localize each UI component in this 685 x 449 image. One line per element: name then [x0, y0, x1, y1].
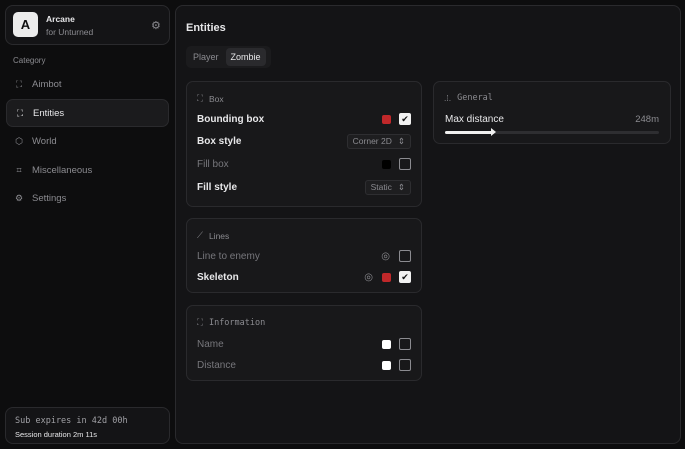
max-distance-label: Max distance: [445, 114, 504, 125]
crosshair-icon: ⛶: [15, 78, 23, 89]
name-row: Name: [197, 335, 411, 353]
max-distance-value: 248m: [635, 114, 659, 125]
gear-icon: ⚙: [14, 192, 24, 203]
line-icon: ⟋: [197, 230, 203, 240]
entity-tabs: Player Zombie: [186, 46, 271, 68]
subscription-card: Sub expires in 42d 00h Session duration …: [5, 407, 170, 444]
app-header-card: A Arcane for Unturned ⚙: [5, 5, 170, 45]
skeleton-checkbox[interactable]: ✔: [399, 271, 411, 283]
skeleton-color-swatch[interactable]: [382, 272, 391, 282]
box-style-label: Box style: [197, 135, 242, 147]
sidebar-item-settings[interactable]: ⚙ Settings: [6, 184, 169, 212]
sidebar-item-miscellaneous[interactable]: ⌗ Miscellaneous: [6, 156, 169, 184]
session-duration-text: Session duration 2m 11s: [15, 430, 97, 439]
line-to-enemy-checkbox[interactable]: [399, 250, 411, 262]
information-card: ⛶ Information Name Distance: [186, 305, 422, 381]
line-to-enemy-label: Line to enemy: [197, 250, 260, 262]
distance-checkbox[interactable]: [399, 359, 411, 371]
chevron-updown-icon: ⇕: [397, 135, 405, 146]
bounding-box-color-swatch[interactable]: [382, 114, 391, 124]
bounding-box-checkbox[interactable]: ✔: [399, 113, 411, 125]
app-logo: A: [13, 12, 38, 37]
fill-box-row: Fill box: [197, 155, 411, 173]
sidebar-item-label: Miscellaneous: [32, 164, 93, 176]
general-card-title: General: [457, 93, 493, 103]
skeleton-row: Skeleton ◎ ✔: [197, 268, 411, 286]
distance-label: Distance: [197, 359, 236, 371]
chevron-updown-icon: ⇕: [397, 181, 405, 192]
target-icon[interactable]: ◎: [364, 271, 373, 283]
distance-color-swatch[interactable]: [382, 360, 391, 370]
name-color-swatch[interactable]: [382, 339, 391, 349]
tab-zombie[interactable]: Zombie: [225, 48, 266, 66]
bounding-box-label: Bounding box: [197, 113, 265, 125]
information-card-title: Information: [208, 317, 266, 328]
information-icon: ⛶: [197, 317, 203, 327]
sidebar-item-label: World: [32, 135, 57, 147]
slider-fill: [445, 131, 495, 134]
tab-player[interactable]: Player: [193, 52, 219, 62]
general-icon: .⁞.: [444, 93, 452, 103]
skeleton-label: Skeleton: [197, 271, 239, 283]
fill-style-row: Fill style Static ⇕: [197, 178, 411, 196]
max-distance-slider[interactable]: [445, 128, 659, 136]
sidebar-item-entities[interactable]: ⛶ Entities: [6, 99, 169, 127]
main-panel: Entities Player Zombie ⛶ Box Bounding box…: [175, 5, 681, 444]
distance-row: Distance: [197, 356, 411, 374]
sidebar-item-label: Entities: [33, 107, 65, 119]
box-style-row: Box style Corner 2D ⇕: [197, 132, 411, 150]
sub-expires-text: Sub expires in 42d 00h: [15, 416, 128, 426]
general-card: .⁞. General Max distance 248m: [433, 81, 671, 144]
fill-box-label: Fill box: [197, 158, 229, 170]
sidebar-item-aimbot[interactable]: ⛶ Aimbot: [6, 70, 169, 98]
sidebar-item-label: Aimbot: [32, 78, 62, 90]
box-style-value: Corner 2D: [352, 136, 392, 146]
box-style-select[interactable]: Corner 2D ⇕: [346, 133, 411, 149]
grid-icon: ⌗: [16, 164, 22, 175]
cube-icon: ⬡: [15, 135, 23, 146]
bounding-box-row: Bounding box ✔: [197, 110, 411, 128]
fill-style-value: Static: [370, 182, 392, 192]
lines-card: ⟋ Lines Line to enemy ◎ Skeleton ◎ ✔: [186, 218, 422, 293]
lines-card-title: Lines: [208, 230, 230, 241]
line-to-enemy-row: Line to enemy ◎: [197, 247, 411, 265]
fill-box-color-swatch[interactable]: [382, 159, 391, 169]
fill-style-label: Fill style: [197, 181, 238, 193]
page-title: Entities: [186, 22, 226, 34]
fill-box-checkbox[interactable]: [399, 158, 411, 170]
fill-style-select[interactable]: Static ⇕: [364, 179, 411, 195]
app-title: Arcane: [46, 14, 75, 24]
name-label: Name: [197, 338, 224, 350]
app-subtitle: for Unturned: [46, 27, 94, 37]
box-icon: ⛶: [197, 93, 203, 103]
entities-icon: ⛶: [16, 107, 24, 118]
name-checkbox[interactable]: [399, 338, 411, 350]
box-card: ⛶ Box Bounding box ✔ Box style Corner 2D ⇕ F…: [186, 81, 422, 207]
settings-gear-icon[interactable]: ⚙: [151, 20, 161, 32]
box-card-title: Box: [208, 93, 224, 104]
category-label: Category: [13, 56, 46, 65]
sidebar-item-world[interactable]: ⬡ World: [6, 127, 169, 155]
slider-thumb[interactable]: [491, 128, 497, 136]
sidebar-item-label: Settings: [32, 192, 67, 204]
target-icon[interactable]: ◎: [381, 250, 390, 262]
